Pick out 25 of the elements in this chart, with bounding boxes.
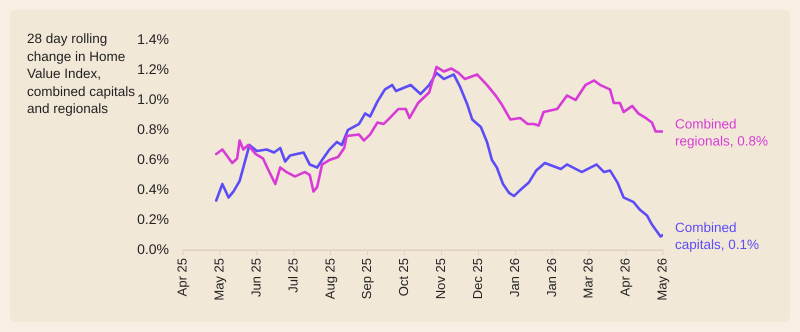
x-tick-label: Oct 25 xyxy=(396,258,412,296)
y-tick-label: 1.0% xyxy=(137,90,169,107)
y-tick-label: 1.4% xyxy=(137,30,169,47)
y-tick-label: 0.6% xyxy=(137,150,169,167)
x-tick-label: Apr 26 xyxy=(618,258,633,296)
x-tick-label: Sep 25 xyxy=(359,258,374,300)
y-tick-label: 0.8% xyxy=(137,120,169,137)
x-tick-label: Jan 26 xyxy=(506,258,522,298)
x-tick-label: Nov 25 xyxy=(433,258,448,300)
x-tick-label: May 25 xyxy=(212,258,226,301)
x-tick-label: May 26 xyxy=(654,258,670,301)
series-label: Combined regionals, 0.8% xyxy=(675,116,768,149)
x-tick-label: Jan 26 xyxy=(544,258,559,298)
x-tick-label: Mar 26 xyxy=(580,258,596,298)
y-tick-label: 0.2% xyxy=(137,210,169,227)
y-tick-label: 1.2% xyxy=(137,60,169,77)
x-tick-label: Aug 25 xyxy=(322,258,338,300)
y-axis-title: 28 day rolling change in Home Value Index, combined capitals and regionals xyxy=(27,30,136,118)
y-tick-label: 0.4% xyxy=(137,180,169,197)
x-tick-label: Jun 25 xyxy=(248,258,264,298)
x-tick-label: Jul 25 xyxy=(285,258,300,293)
x-tick-label: Apr 25 xyxy=(174,258,190,296)
series-label: Combined capitals, 0.1% xyxy=(675,220,760,252)
x-tick-label: Dec 25 xyxy=(470,258,485,300)
y-tick-label: 0.0% xyxy=(137,240,169,257)
